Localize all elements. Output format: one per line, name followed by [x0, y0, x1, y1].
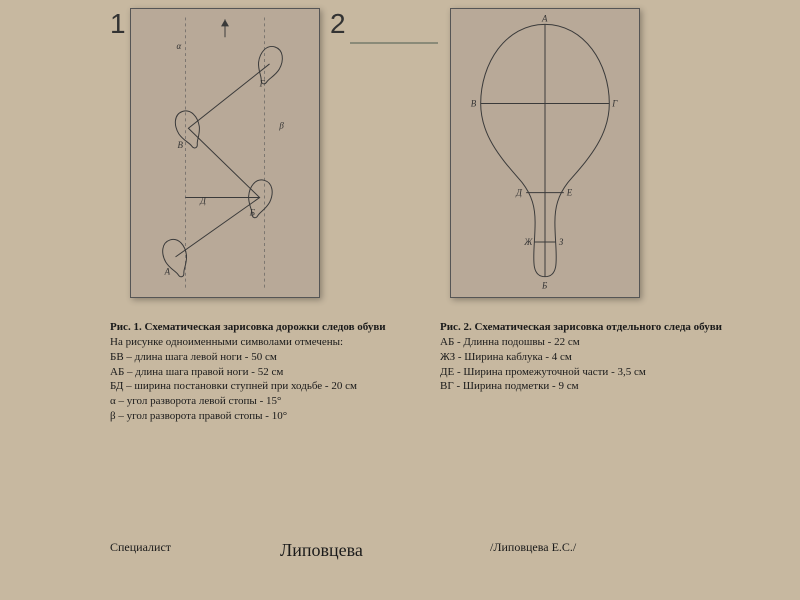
figure-2-sketch: В Г Д Е Ж З А Б: [450, 8, 640, 298]
svg-text:В: В: [178, 140, 184, 150]
signature-name: /Липовцева Е.С./: [490, 540, 576, 555]
figure-1-title: Рис. 1. Схематическая зарисовка дорожки …: [110, 320, 420, 335]
figure-1-line: БВ – длина шага левой ноги - 50 см: [110, 350, 420, 365]
figure-2-caption: Рис. 2. Схематическая зарисовка отдельно…: [440, 320, 750, 394]
svg-text:β: β: [278, 120, 284, 130]
svg-text:Б: Б: [249, 207, 256, 217]
svg-text:Д: Д: [199, 195, 207, 205]
svg-text:Г: Г: [259, 79, 266, 89]
figure-1-line: АБ – длина шага правой ноги - 52 см: [110, 365, 420, 380]
figure-1-caption: Рис. 1. Схематическая зарисовка дорожки …: [110, 320, 420, 424]
figure-2-line: ВГ - Ширина подметки - 9 см: [440, 379, 750, 394]
figure-1-sketch: А Б В Гα β Д: [130, 8, 320, 298]
figure-2-title: Рис. 2. Схематическая зарисовка отдельно…: [440, 320, 750, 335]
svg-text:З: З: [559, 237, 564, 247]
figure-1-line: БД – ширина постановки ступней при ходьб…: [110, 379, 420, 394]
signature-script: Липовцева: [280, 540, 363, 561]
figure-1-panel: А Б В Гα β Д: [110, 8, 440, 298]
svg-text:В: В: [471, 98, 477, 108]
svg-text:Е: Е: [566, 188, 573, 198]
figure-1-line: β – угол разворота правой стопы - 10°: [110, 409, 420, 424]
figure-2-panel: В Г Д Е Ж З А Б: [450, 8, 780, 298]
figure-1-intro: На рисунке одноименными символами отмече…: [110, 335, 420, 350]
svg-text:А: А: [164, 267, 171, 277]
figure-2-line: ДЕ - Ширина промежуточной части - 3,5 см: [440, 365, 750, 380]
signature-role: Специалист: [110, 540, 171, 555]
figure-2-line: ЖЗ - Ширина каблука - 4 см: [440, 350, 750, 365]
svg-text:Д: Д: [515, 188, 523, 198]
svg-text:Б: Б: [541, 281, 548, 291]
svg-text:α: α: [177, 41, 182, 51]
svg-text:А: А: [541, 13, 548, 23]
figure-2-line: АБ - Длинна подошвы - 22 см: [440, 335, 750, 350]
figure-1-line: α – угол разворота левой стопы - 15°: [110, 394, 420, 409]
svg-text:Ж: Ж: [523, 237, 533, 247]
svg-text:Г: Г: [611, 98, 618, 108]
